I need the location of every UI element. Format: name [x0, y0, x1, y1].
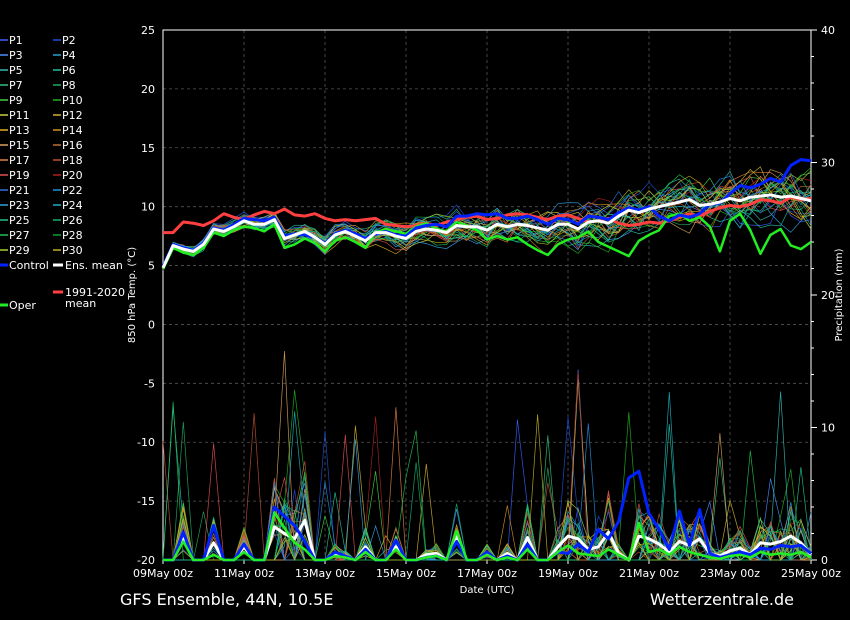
- legend-label-p16: P16: [62, 139, 83, 152]
- legend-label-p2: P2: [62, 34, 76, 47]
- legend-label-p22: P22: [62, 184, 83, 197]
- legend-label-p19: P19: [9, 169, 30, 182]
- x-tick-label: 17May 00z: [457, 567, 517, 580]
- legend-label-p5: P5: [9, 64, 23, 77]
- temp-line-p23: [162, 180, 812, 267]
- x-tick-label: 09May 00z: [133, 567, 193, 580]
- legend-label-p9: P9: [9, 94, 23, 107]
- x-tick-label: 19May 00z: [538, 567, 598, 580]
- legend-label-p15: P15: [9, 139, 30, 152]
- precip-line-p30: [163, 414, 812, 562]
- temp-series-1991-2020-mean: [163, 195, 812, 235]
- footer-model-info: GFS Ensemble, 44N, 10.5E: [120, 590, 333, 609]
- precip-series-oper: [163, 511, 812, 562]
- x-tick-label: 13May 00z: [295, 567, 355, 580]
- chart-title: Lucca (IT) 850 hPa Temp. & Precipitation…: [154, 2, 716, 22]
- legend-label-p1: P1: [9, 34, 23, 47]
- y-axis-left-ticks: -20 -15 -10 -5 0 5 10 15 20 25: [137, 24, 155, 567]
- y-left-tick-label: -20: [137, 554, 155, 567]
- y-right-tick-label: 0: [821, 554, 828, 567]
- y-axis-right-label: Precipitation (mm): [834, 248, 845, 341]
- legend-label-p8: P8: [62, 79, 76, 92]
- temp-series-control: [161, 158, 812, 268]
- y-axis-left-label: 850 hPa Temp. (°C): [127, 247, 138, 343]
- legend-label-ens-mean: Ens. mean: [65, 259, 123, 272]
- legend-label-p26: P26: [62, 214, 83, 227]
- legend-label-p27: P27: [9, 229, 30, 242]
- legend-label-p18: P18: [62, 154, 83, 167]
- x-axis-ticks: 09May 00z 11May 00z 13May 00z 15May 00z 17Ma…: [133, 567, 841, 580]
- y-axis-right-ticks: 0 10 20 30 40: [821, 24, 835, 567]
- legend-label-climatology: 1991-2020 mean: [65, 286, 125, 310]
- legend-label-control: Control: [9, 259, 49, 272]
- y-left-tick-label: 25: [141, 24, 155, 37]
- y-right-tick-label: 10: [821, 422, 835, 435]
- legend-label-p13: P13: [9, 124, 30, 137]
- x-axis-label: Date (UTC): [460, 585, 515, 596]
- y-left-tick-label: -15: [137, 495, 155, 508]
- x-tick-label: 15May 00z: [376, 567, 436, 580]
- legend-label-p23: P23: [9, 199, 30, 212]
- legend-label-p7: P7: [9, 79, 23, 92]
- legend-label-p3: P3: [9, 49, 23, 62]
- y-left-tick-label: 5: [148, 260, 155, 273]
- legend-label-p14: P14: [62, 124, 83, 137]
- legend-label-climatology-line1: 1991-2020: [65, 286, 125, 299]
- y-left-tick-label: 20: [141, 83, 155, 96]
- legend-label-p24: P24: [62, 199, 83, 212]
- legend-label-p6: P6: [62, 64, 76, 77]
- temp-series-oper: [161, 212, 812, 270]
- legend-label-climatology-line2: mean: [65, 297, 96, 310]
- legend: P1 P2 P3 P4 P5 P6 P7 P8 P9 P10 P11 P12 P13 P14 P15 P16 P…: [0, 34, 125, 312]
- y-left-tick-label: 15: [141, 142, 155, 155]
- legend-label-p17: P17: [9, 154, 30, 167]
- x-tick-label: 23May 00z: [700, 567, 760, 580]
- legend-label-p21: P21: [9, 184, 30, 197]
- y-left-tick-label: -5: [144, 377, 155, 390]
- legend-label-oper: Oper: [9, 299, 36, 312]
- x-tick-label: 21May 00z: [619, 567, 679, 580]
- legend-label-p28: P28: [62, 229, 83, 242]
- temp-series-ens-mean: [161, 193, 812, 269]
- y-left-tick-label: -10: [137, 436, 155, 449]
- legend-label-p29: P29: [9, 244, 30, 257]
- y-right-tick-label: 40: [821, 24, 835, 37]
- legend-label-p4: P4: [62, 49, 76, 62]
- legend-label-p30: P30: [62, 244, 83, 257]
- highlight-series: [161, 158, 813, 562]
- x-tick-label: 25May 00z: [781, 567, 841, 580]
- legend-label-p10: P10: [62, 94, 83, 107]
- footer-source: Wetterzentrale.de: [650, 590, 794, 609]
- legend-label-p12: P12: [62, 109, 83, 122]
- y-right-tick-label: 20: [821, 289, 835, 302]
- legend-label-p11: P11: [9, 109, 30, 122]
- y-left-tick-label: 0: [148, 318, 155, 331]
- y-right-tick-label: 30: [821, 157, 835, 170]
- y-left-tick-label: 10: [141, 201, 155, 214]
- legend-label-p25: P25: [9, 214, 30, 227]
- x-tick-label: 11May 00z: [214, 567, 274, 580]
- legend-label-p20: P20: [62, 169, 83, 182]
